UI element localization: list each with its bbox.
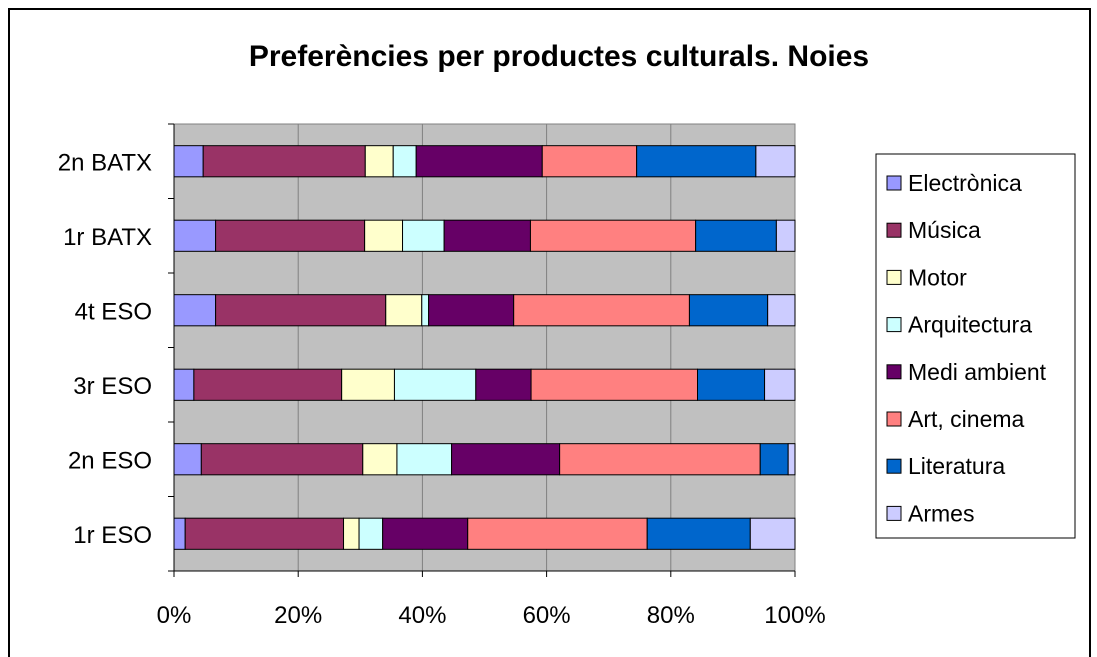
bar-segment [173,145,204,178]
bar-segment [382,517,469,550]
bar-segment [173,517,186,550]
chart-title: Preferències per productes culturals. No… [249,40,869,73]
legend-label: Medi ambient [908,359,1047,385]
bar-segment [343,517,360,550]
bar-segment [364,145,394,178]
bar-segment [215,294,387,327]
bar-segment [215,219,366,252]
legend-swatch [886,269,902,285]
bar-segment [767,294,796,327]
bar-segment [541,145,638,178]
bar-segment [787,443,796,476]
bar-segment [364,219,404,252]
bar-segment [755,145,796,178]
y-tick-label: 2n ESO [68,447,152,474]
bar-segment [358,517,384,550]
bar-segment [529,219,697,252]
legend: Electrònica Música Motor Arquitectura Medi a… [875,153,1076,539]
bar-segment [173,368,195,401]
legend-box [875,153,1076,539]
y-tick-label: 1r ESO [73,522,152,549]
bar-segment [636,145,757,178]
bar-segment [475,368,532,401]
bar-segment [443,219,531,252]
bar-segment [173,294,217,327]
bar-segment [393,368,477,401]
plot-area: 2n BATX 1r BATX 4t ESO 3r ESO 2n ESO 1r ESO 0%… [58,123,826,629]
y-tick-label: 2n BATX [58,149,152,176]
legend-swatch [886,222,902,238]
bar-segment [173,219,217,252]
bar-segment [184,517,345,550]
legend-swatch [886,364,902,380]
bar-segment [402,219,445,252]
bar-segment [396,443,453,476]
legend-label: Art, cinema [908,406,1025,432]
y-tick-label: 1r BATX [63,224,152,251]
x-tick-label: 60% [523,602,571,629]
y-tick-label: 3r ESO [73,373,152,400]
bar-segment [362,443,398,476]
bar-segment [688,294,769,327]
legend-label: Armes [908,500,974,526]
x-tick-label: 40% [398,602,446,629]
bar-segment [467,517,648,550]
bar-segment [200,443,364,476]
bar-segment [759,443,789,476]
bar-segment [428,294,515,327]
bar-segment [775,219,796,252]
bar-segment [695,219,777,252]
bar-segment [202,145,366,178]
legend-swatch [886,505,902,521]
x-tick-label: 20% [274,602,322,629]
legend-label: Literatura [908,453,1005,479]
bar-segment [193,368,343,401]
legend-label: Electrònica [908,170,1022,196]
legend-swatch [886,458,902,474]
bar-segment [173,443,202,476]
y-tick-label: 4t ESO [75,298,152,325]
bar-segment [559,443,761,476]
bar-segment [749,517,796,550]
legend-label: Motor [908,264,967,290]
bar-segment [764,368,796,401]
legend-swatch [886,175,902,191]
x-tick-label: 0% [157,602,192,629]
bar-segment [421,294,430,327]
bar-segment [451,443,561,476]
plot-background [174,124,795,571]
bar-segment [392,145,417,178]
bar-segment [646,517,751,550]
x-tick-label: 100% [764,602,825,629]
legend-swatch [886,411,902,427]
bar-segment [341,368,395,401]
bar-segment [415,145,543,178]
bar-segment [530,368,699,401]
bar-segment [385,294,423,327]
bar-segment [513,294,690,327]
legend-label: Música [908,217,981,243]
x-tick-label: 80% [647,602,695,629]
legend-swatch [886,317,902,333]
bar-segment [697,368,766,401]
legend-label: Arquitectura [908,312,1032,338]
